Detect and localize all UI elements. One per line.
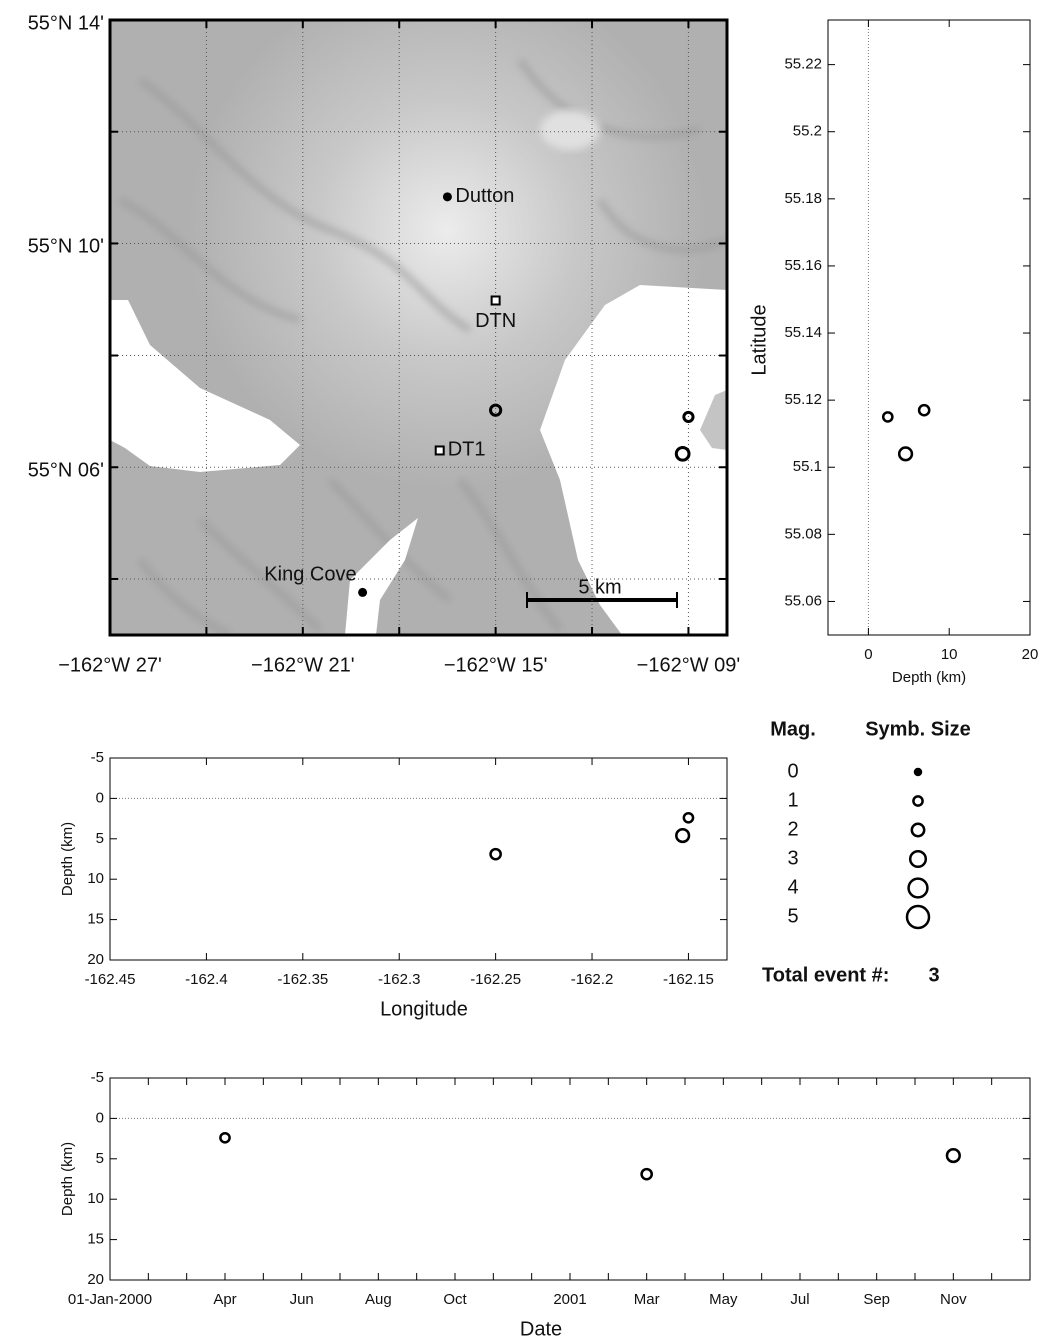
x-tick-label: −162°W 09'	[637, 654, 741, 676]
x-tick-label: Sep	[863, 1291, 890, 1308]
event-marker	[899, 447, 912, 460]
x-axis-label: Date	[520, 1318, 562, 1340]
event-marker	[947, 1149, 960, 1162]
y-tick-label: 10	[87, 1190, 104, 1207]
station-marker	[358, 588, 367, 597]
total-label: Total event #:	[762, 964, 889, 986]
plot-frame	[110, 1078, 1030, 1280]
x-tick-label: −162°W 27'	[58, 654, 162, 676]
legend-title: Symb. Size	[865, 718, 971, 740]
terrain	[110, 20, 727, 635]
legend-mag: 3	[787, 847, 798, 869]
y-tick-label: 55.18	[784, 190, 822, 207]
y-tick-label: 55.06	[784, 592, 822, 609]
plot-frame	[110, 758, 727, 960]
legend-mag: 1	[787, 789, 798, 811]
y-tick-label: 55°N 14'	[28, 12, 104, 34]
x-tick-label: Jul	[790, 1291, 809, 1308]
event-marker	[684, 813, 693, 822]
station-marker	[436, 446, 444, 454]
event-marker	[883, 412, 892, 421]
x-tick-label: Oct	[443, 1291, 467, 1308]
legend-marker	[907, 906, 929, 928]
x-tick-label: May	[709, 1291, 738, 1308]
x-tick-label: Aug	[365, 1291, 392, 1308]
x-tick-label: Mar	[634, 1291, 660, 1308]
y-tick-label: -5	[91, 1069, 104, 1086]
legend-marker	[910, 851, 926, 867]
station-marker	[492, 296, 500, 304]
x-tick-label: -162.35	[277, 971, 328, 988]
scale-label: 5 km	[578, 576, 621, 598]
x-tick-label: -162.15	[663, 971, 714, 988]
x-tick-label: 10	[941, 646, 958, 663]
x-tick-label: -162.25	[470, 971, 521, 988]
y-axis-label: Latitude	[748, 304, 770, 375]
event-marker	[919, 405, 929, 415]
legend-marker	[915, 769, 921, 775]
y-tick-label: 15	[87, 911, 104, 928]
y-axis-label: Depth (km)	[59, 1142, 76, 1216]
event-marker	[220, 1133, 229, 1142]
legend-mag: 4	[787, 876, 798, 898]
y-tick-label: 55.16	[784, 257, 822, 274]
total-value: 3	[928, 964, 939, 986]
legend-marker	[913, 796, 922, 805]
y-tick-label: -5	[91, 749, 104, 766]
legend-mag: 5	[787, 905, 798, 927]
station-label: King Cove	[264, 564, 356, 586]
y-tick-label: 55.14	[784, 324, 822, 341]
y-tick-label: 55.2	[793, 123, 822, 140]
y-tick-label: 55°N 10'	[28, 236, 104, 258]
x-axis-label: Longitude	[380, 998, 468, 1020]
legend-title: Mag.	[770, 718, 816, 740]
x-axis-label: Depth (km)	[892, 669, 966, 686]
plot-frame	[828, 20, 1030, 635]
x-tick-label: 01-Jan-2000	[68, 1291, 152, 1308]
legend-mag: 0	[787, 760, 798, 782]
y-tick-label: 55.08	[784, 525, 822, 542]
x-tick-label: 20	[1022, 646, 1039, 663]
x-tick-label: −162°W 15'	[444, 654, 548, 676]
x-tick-label: -162.45	[85, 971, 136, 988]
x-tick-label: -162.3	[378, 971, 421, 988]
y-tick-label: 55.22	[784, 56, 822, 73]
legend-mag: 2	[787, 818, 798, 840]
x-tick-label: −162°W 21'	[251, 654, 355, 676]
y-tick-label: 10	[87, 870, 104, 887]
station-marker	[443, 192, 452, 201]
x-tick-label: Apr	[213, 1291, 236, 1308]
y-axis-label: Depth (km)	[59, 822, 76, 896]
x-tick-label: -162.4	[185, 971, 228, 988]
x-tick-label: Nov	[940, 1291, 967, 1308]
legend-marker	[912, 824, 924, 836]
station-label: DTN	[475, 310, 516, 332]
y-tick-label: 0	[96, 1109, 104, 1126]
y-tick-label: 20	[87, 1271, 104, 1288]
y-tick-label: 5	[96, 830, 104, 847]
y-tick-label: 0	[96, 789, 104, 806]
station-label: Dutton	[455, 185, 514, 207]
event-marker	[642, 1169, 652, 1179]
figure: 5 km Depth (km) Latitude Longitude Depth…	[0, 0, 1041, 1343]
y-tick-label: 55.12	[784, 391, 822, 408]
x-tick-label: Jun	[290, 1291, 314, 1308]
y-tick-label: 5	[96, 1150, 104, 1167]
x-tick-label: -162.2	[571, 971, 614, 988]
station-label: DT1	[448, 439, 486, 461]
x-tick-label: 0	[864, 646, 872, 663]
y-tick-label: 55.1	[793, 458, 822, 475]
legend-marker	[909, 879, 928, 898]
event-marker	[491, 849, 501, 859]
y-tick-label: 15	[87, 1231, 104, 1248]
y-tick-label: 55°N 06'	[28, 460, 104, 482]
y-tick-label: 20	[87, 951, 104, 968]
x-tick-label: 2001	[553, 1291, 586, 1308]
event-marker	[676, 829, 689, 842]
